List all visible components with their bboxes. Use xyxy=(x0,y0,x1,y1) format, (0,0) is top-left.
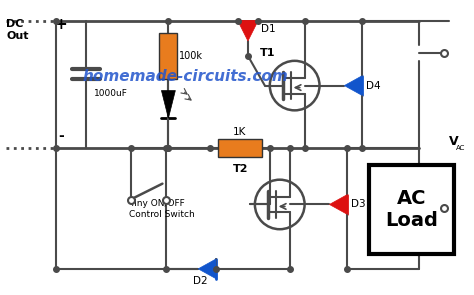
Text: D4: D4 xyxy=(366,81,381,91)
Text: T2: T2 xyxy=(233,164,248,174)
Text: V: V xyxy=(449,135,458,148)
Text: 1000uF: 1000uF xyxy=(94,88,128,98)
Text: 100k: 100k xyxy=(179,51,203,61)
Polygon shape xyxy=(238,21,258,41)
Polygon shape xyxy=(345,76,362,96)
FancyBboxPatch shape xyxy=(369,165,454,254)
Polygon shape xyxy=(329,195,347,214)
Text: D3: D3 xyxy=(351,199,366,209)
Polygon shape xyxy=(198,259,216,279)
Text: -: - xyxy=(58,129,64,143)
Text: D2: D2 xyxy=(193,276,208,286)
Text: homemade-circuits.com: homemade-circuits.com xyxy=(83,69,289,84)
FancyBboxPatch shape xyxy=(159,33,177,79)
Text: 1K: 1K xyxy=(233,127,246,137)
Polygon shape xyxy=(162,91,175,118)
Text: D1: D1 xyxy=(261,24,275,34)
Text: T1: T1 xyxy=(260,48,275,58)
Text: AC: AC xyxy=(456,145,465,151)
Text: DC
Out: DC Out xyxy=(6,19,29,41)
Text: AC
Load: AC Load xyxy=(385,189,438,230)
FancyBboxPatch shape xyxy=(218,139,262,157)
Text: +: + xyxy=(55,17,67,32)
Text: Tiny ON/OFF
Control Switch: Tiny ON/OFF Control Switch xyxy=(128,199,194,219)
